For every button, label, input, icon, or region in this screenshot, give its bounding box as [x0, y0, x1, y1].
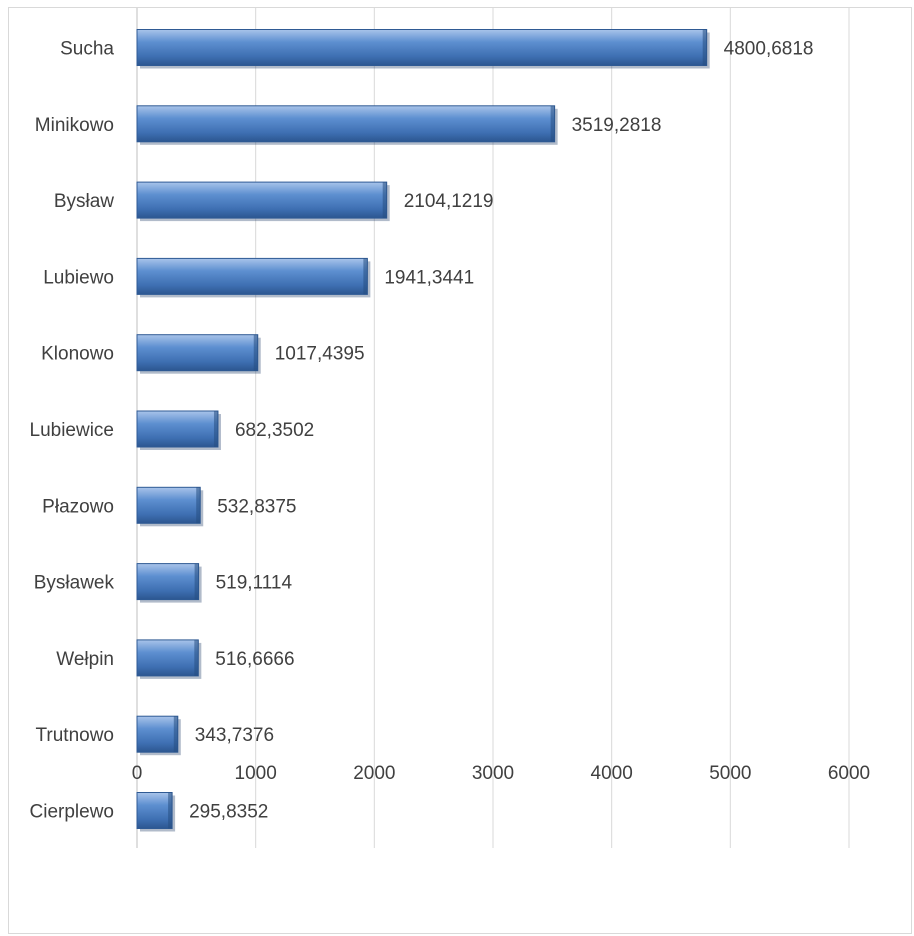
- bar-body: [136, 410, 219, 448]
- data-label: 682,3502: [235, 420, 314, 441]
- bar-body: [136, 181, 388, 219]
- bar-body: [136, 29, 708, 66]
- category-label: Wełpin: [56, 649, 114, 670]
- x-tick-label: 6000: [828, 763, 870, 784]
- x-tick-label: 5000: [709, 763, 751, 784]
- bar-end-cap: [253, 334, 258, 371]
- labels: 0 1000 2000 3000 4000 5000 6000 Sucha 4800,6818 M…: [30, 39, 871, 823]
- bar-11: [136, 792, 176, 832]
- data-label: 519,1114: [216, 573, 293, 594]
- bar-end-cap: [550, 105, 555, 142]
- x-tick-label: 4000: [591, 763, 633, 784]
- data-label: 343,7376: [195, 725, 274, 746]
- bar-body: [136, 639, 199, 677]
- bar-1: [136, 29, 710, 69]
- bar-body: [136, 257, 368, 295]
- bar-body: [136, 105, 556, 143]
- bar-8: [136, 563, 202, 603]
- bar-5: [136, 334, 261, 374]
- category-label: Minikowo: [35, 115, 114, 136]
- data-label: 532,8375: [217, 496, 296, 517]
- bar-body: [136, 486, 201, 524]
- bar-end-cap: [194, 563, 199, 600]
- x-tick-label: 3000: [472, 763, 514, 784]
- chart-frame: [8, 7, 912, 934]
- bar-body: [136, 715, 179, 753]
- bar-9: [136, 639, 202, 679]
- x-tick-label: 0: [132, 763, 143, 784]
- data-label: 1017,4395: [275, 344, 365, 365]
- category-label: Bysławek: [34, 573, 115, 594]
- category-label: Płazowo: [42, 496, 114, 517]
- category-label: Cierplewo: [30, 802, 114, 823]
- bar-end-cap: [363, 258, 368, 295]
- data-label: 295,8352: [189, 802, 268, 823]
- bar-3: [136, 181, 390, 222]
- data-label: 2104,1219: [404, 191, 494, 212]
- bar-end-cap: [213, 411, 218, 447]
- bar-end-cap: [702, 29, 707, 66]
- bar-end-cap: [382, 182, 387, 219]
- gridlines: [136, 8, 850, 848]
- bar-end-cap: [194, 639, 199, 676]
- bar-end-cap: [173, 716, 178, 753]
- x-tick-label: 2000: [353, 763, 395, 784]
- bar-4: [136, 257, 371, 298]
- bar-7: [136, 486, 204, 527]
- category-label: Trutnowo: [36, 725, 115, 746]
- bar-body: [136, 563, 200, 601]
- data-label: 516,6666: [215, 649, 294, 670]
- data-label: 4800,6818: [724, 39, 814, 60]
- bar-end-cap: [196, 487, 201, 524]
- data-label: 1941,3441: [384, 267, 474, 288]
- bar-body: [136, 334, 259, 372]
- category-label: Lubiewice: [30, 420, 115, 441]
- bar-2: [136, 105, 558, 145]
- category-label: Sucha: [60, 39, 114, 60]
- bars: [136, 29, 710, 832]
- bar-body: [136, 792, 173, 829]
- x-tick-label: 1000: [235, 763, 277, 784]
- category-label: Lubiewo: [43, 267, 114, 288]
- category-label: Klonowo: [41, 344, 114, 365]
- category-label: Bysław: [54, 191, 114, 212]
- bar-10: [136, 715, 181, 756]
- data-label: 3519,2818: [572, 115, 662, 136]
- bar-6: [136, 410, 221, 450]
- bar-end-cap: [168, 792, 173, 829]
